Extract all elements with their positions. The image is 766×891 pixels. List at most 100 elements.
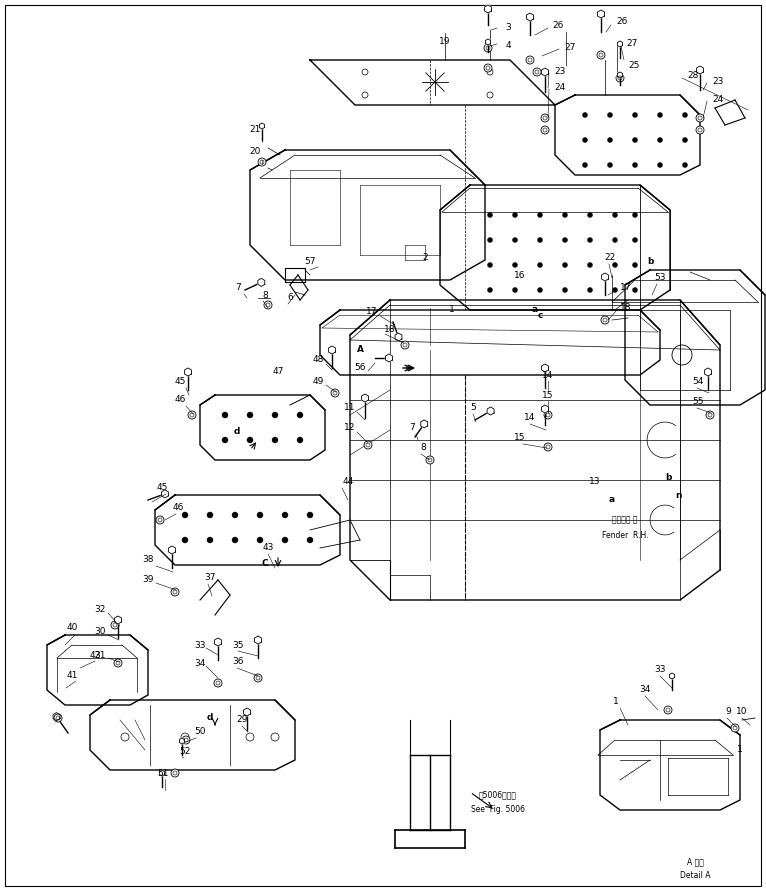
Polygon shape (526, 13, 533, 21)
Text: 2: 2 (422, 254, 428, 263)
Circle shape (588, 238, 592, 242)
Text: 24: 24 (555, 84, 565, 93)
Circle shape (607, 162, 613, 168)
Circle shape (512, 212, 518, 217)
Text: 47: 47 (272, 367, 283, 377)
Circle shape (487, 263, 493, 267)
Text: 27: 27 (565, 43, 576, 52)
Polygon shape (696, 66, 703, 74)
Polygon shape (329, 346, 336, 354)
Circle shape (562, 263, 568, 267)
Text: b: b (647, 257, 653, 266)
Circle shape (232, 537, 238, 543)
Circle shape (487, 212, 493, 217)
Circle shape (331, 389, 339, 397)
Circle shape (731, 724, 739, 732)
Polygon shape (214, 638, 221, 646)
Text: Fender  R.H.: Fender R.H. (602, 530, 648, 539)
Text: 9: 9 (725, 707, 731, 716)
Text: b: b (665, 473, 671, 483)
Polygon shape (485, 5, 492, 13)
Text: 26: 26 (617, 18, 627, 27)
Circle shape (171, 588, 179, 596)
Circle shape (272, 412, 278, 418)
Text: 36: 36 (232, 658, 244, 666)
Circle shape (538, 288, 542, 292)
Text: 35: 35 (232, 641, 244, 650)
Circle shape (601, 316, 609, 324)
Circle shape (538, 238, 542, 242)
Circle shape (633, 212, 637, 217)
Text: 16: 16 (514, 271, 525, 280)
Polygon shape (385, 354, 392, 362)
Circle shape (258, 158, 266, 166)
Circle shape (512, 238, 518, 242)
Polygon shape (542, 364, 548, 372)
Circle shape (171, 769, 179, 777)
Circle shape (364, 441, 372, 449)
Circle shape (588, 263, 592, 267)
Circle shape (207, 537, 213, 543)
Circle shape (544, 443, 552, 451)
Circle shape (257, 512, 263, 518)
Text: d: d (234, 428, 241, 437)
Circle shape (613, 212, 617, 217)
Polygon shape (244, 708, 250, 716)
Text: 32: 32 (94, 606, 106, 615)
Text: 42: 42 (90, 650, 100, 659)
Circle shape (307, 537, 313, 543)
Circle shape (633, 288, 637, 292)
Polygon shape (395, 333, 402, 341)
Polygon shape (179, 738, 185, 744)
Text: A: A (356, 346, 364, 355)
Circle shape (541, 114, 549, 122)
Circle shape (613, 263, 617, 267)
Text: 4: 4 (506, 40, 511, 50)
Circle shape (188, 411, 196, 419)
Circle shape (257, 537, 263, 543)
Circle shape (613, 288, 617, 292)
Circle shape (657, 162, 663, 168)
Text: 46: 46 (175, 396, 185, 405)
Circle shape (156, 516, 164, 524)
Text: 46: 46 (172, 503, 184, 512)
Text: c: c (537, 310, 542, 320)
Circle shape (512, 288, 518, 292)
Circle shape (541, 126, 549, 134)
Polygon shape (542, 405, 548, 413)
Circle shape (616, 74, 624, 82)
Circle shape (426, 456, 434, 464)
Text: 50: 50 (195, 727, 206, 737)
Circle shape (484, 44, 492, 52)
Circle shape (657, 112, 663, 118)
Circle shape (111, 621, 119, 629)
Text: a: a (609, 495, 615, 504)
Text: 25: 25 (628, 61, 640, 70)
Text: 10: 10 (736, 707, 748, 716)
Text: 34: 34 (195, 658, 206, 667)
Circle shape (282, 537, 288, 543)
Circle shape (114, 659, 122, 667)
Circle shape (401, 341, 409, 349)
Circle shape (544, 411, 552, 419)
Text: 1: 1 (613, 698, 619, 707)
Polygon shape (185, 368, 192, 376)
Circle shape (633, 162, 637, 168)
Text: 13: 13 (589, 478, 601, 486)
Text: 12: 12 (344, 423, 355, 432)
Text: 1: 1 (449, 306, 455, 315)
Text: 34: 34 (640, 685, 650, 694)
Polygon shape (486, 39, 490, 45)
Circle shape (282, 512, 288, 518)
Text: C: C (262, 559, 268, 568)
Circle shape (696, 126, 704, 134)
Text: 7: 7 (409, 423, 415, 432)
Circle shape (633, 238, 637, 242)
Text: 14: 14 (542, 371, 554, 380)
Circle shape (512, 263, 518, 267)
Circle shape (297, 412, 303, 418)
Text: 8: 8 (420, 444, 426, 453)
Text: 7: 7 (235, 283, 241, 292)
Text: 15: 15 (542, 390, 554, 399)
Text: 第5006図参照: 第5006図参照 (479, 790, 517, 799)
